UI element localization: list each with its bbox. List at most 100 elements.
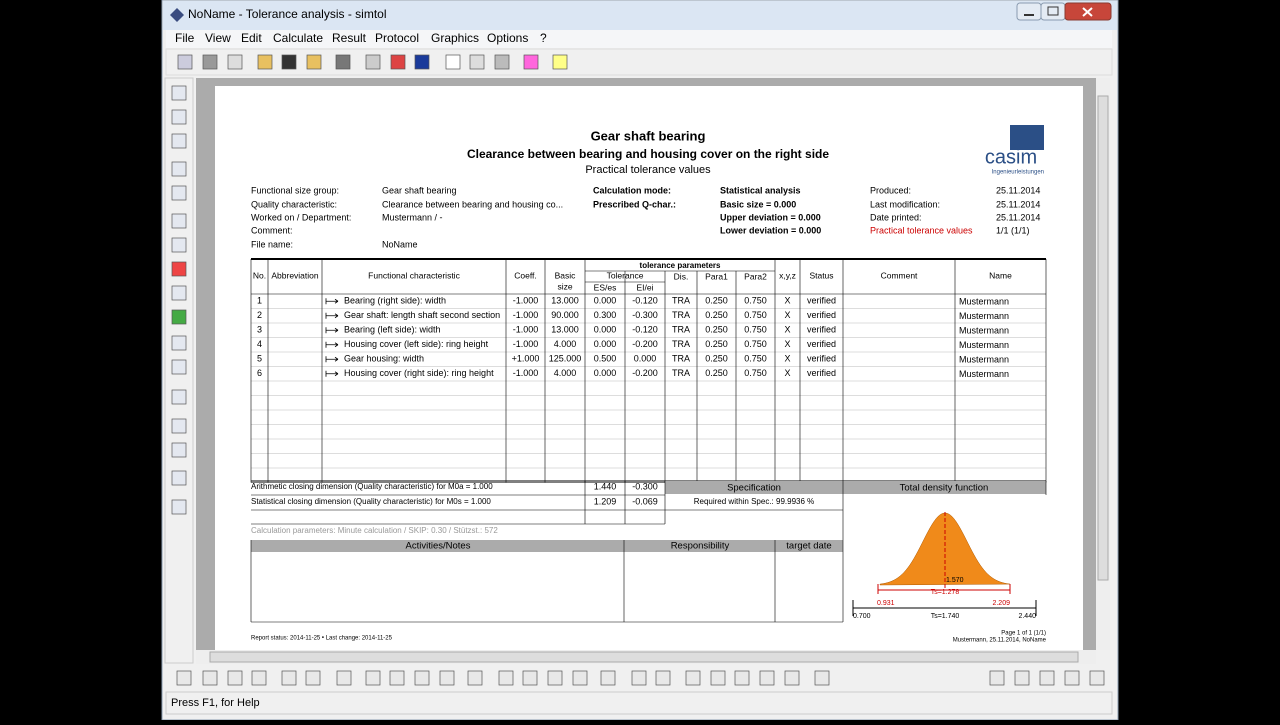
toolbar-button[interactable] [176, 670, 192, 686]
icon[interactable] [439, 670, 455, 686]
icon[interactable] [655, 670, 671, 686]
icon[interactable] [989, 670, 1005, 686]
toolbar-button[interactable] [335, 54, 351, 70]
toolbar-button[interactable] [365, 54, 381, 70]
menu-item[interactable]: Options [487, 31, 528, 45]
toolbar-button[interactable] [171, 335, 187, 351]
toolbar-button[interactable] [414, 670, 430, 686]
icon[interactable] [171, 470, 187, 486]
icon[interactable] [365, 670, 381, 686]
toolbar-button[interactable] [469, 54, 485, 70]
icon[interactable] [552, 54, 568, 70]
toolbar-button[interactable] [600, 670, 616, 686]
icon[interactable] [171, 418, 187, 434]
toolbar-button[interactable] [171, 185, 187, 201]
icon[interactable] [171, 237, 187, 253]
icon[interactable] [202, 670, 218, 686]
icon[interactable] [600, 670, 616, 686]
toolbar-button[interactable] [306, 54, 322, 70]
toolbar-button[interactable] [1014, 670, 1030, 686]
toolbar-button[interactable] [572, 670, 588, 686]
toolbar-button[interactable] [171, 85, 187, 101]
toolbar-button[interactable] [257, 54, 273, 70]
v-scroll-thumb[interactable] [1097, 95, 1109, 581]
icon[interactable] [685, 670, 701, 686]
menu-item[interactable]: Calculate [273, 31, 323, 45]
menu-item[interactable]: Edit [241, 31, 262, 45]
toolbar-button[interactable] [171, 161, 187, 177]
icon[interactable] [335, 54, 351, 70]
icon[interactable] [523, 54, 539, 70]
menu-item[interactable]: View [205, 31, 231, 45]
icon[interactable] [171, 335, 187, 351]
icon[interactable] [171, 359, 187, 375]
h-scroll-thumb[interactable] [209, 651, 1079, 663]
window-controls[interactable] [1016, 2, 1112, 21]
menu-item[interactable]: ? [540, 31, 547, 45]
toolbar-button[interactable] [390, 54, 406, 70]
icon[interactable] [177, 54, 193, 70]
icon[interactable] [251, 670, 267, 686]
toolbar-button[interactable] [1089, 670, 1105, 686]
toolbar-button[interactable] [177, 54, 193, 70]
toolbar-button[interactable] [1064, 670, 1080, 686]
toolbar-button[interactable] [759, 670, 775, 686]
icon[interactable] [257, 54, 273, 70]
toolbar-button[interactable] [202, 670, 218, 686]
icon[interactable] [414, 54, 430, 70]
icon[interactable] [176, 670, 192, 686]
toolbar-button[interactable] [171, 109, 187, 125]
icon[interactable] [759, 670, 775, 686]
icon[interactable] [171, 161, 187, 177]
icon[interactable] [414, 670, 430, 686]
icon[interactable] [202, 54, 218, 70]
toolbar-button[interactable] [202, 54, 218, 70]
icon[interactable] [710, 670, 726, 686]
icon[interactable] [171, 133, 187, 149]
menu-item[interactable]: Protocol [375, 31, 419, 45]
toolbar-button[interactable] [251, 670, 267, 686]
toolbar-button[interactable] [547, 670, 563, 686]
icon[interactable] [306, 54, 322, 70]
toolbar-button[interactable] [523, 54, 539, 70]
toolbar-button[interactable] [467, 670, 483, 686]
toolbar-button[interactable] [655, 670, 671, 686]
toolbar-button[interactable] [305, 670, 321, 686]
icon[interactable] [1064, 670, 1080, 686]
menu-item[interactable]: Graphics [431, 31, 479, 45]
icon[interactable] [171, 389, 187, 405]
icon[interactable] [281, 670, 297, 686]
icon[interactable] [1089, 670, 1105, 686]
toolbar-button[interactable] [227, 670, 243, 686]
icon[interactable] [281, 54, 297, 70]
toolbar-button[interactable] [171, 499, 187, 515]
icon[interactable] [389, 670, 405, 686]
icon[interactable] [171, 442, 187, 458]
toolbar-button[interactable] [498, 670, 514, 686]
menu-item[interactable]: File [175, 31, 195, 45]
toolbar-button[interactable] [365, 670, 381, 686]
toolbar-button[interactable] [414, 54, 430, 70]
toolbar-button[interactable] [171, 285, 187, 301]
icon[interactable] [171, 309, 187, 325]
icon[interactable] [171, 109, 187, 125]
icon[interactable] [365, 54, 381, 70]
toolbar-button[interactable] [171, 237, 187, 253]
icon[interactable] [171, 85, 187, 101]
icon[interactable] [631, 670, 647, 686]
toolbar-button[interactable] [336, 670, 352, 686]
icon[interactable] [305, 670, 321, 686]
icon[interactable] [547, 670, 563, 686]
icon[interactable] [467, 670, 483, 686]
toolbar-button[interactable] [389, 670, 405, 686]
icon[interactable] [734, 670, 750, 686]
icon[interactable] [572, 670, 588, 686]
toolbar-button[interactable] [685, 670, 701, 686]
toolbar-button[interactable] [171, 213, 187, 229]
toolbar-button[interactable] [710, 670, 726, 686]
menu-item[interactable]: Result [332, 31, 367, 45]
toolbar-button[interactable] [171, 359, 187, 375]
toolbar-button[interactable] [227, 54, 243, 70]
toolbar-button[interactable] [631, 670, 647, 686]
icon[interactable] [171, 185, 187, 201]
